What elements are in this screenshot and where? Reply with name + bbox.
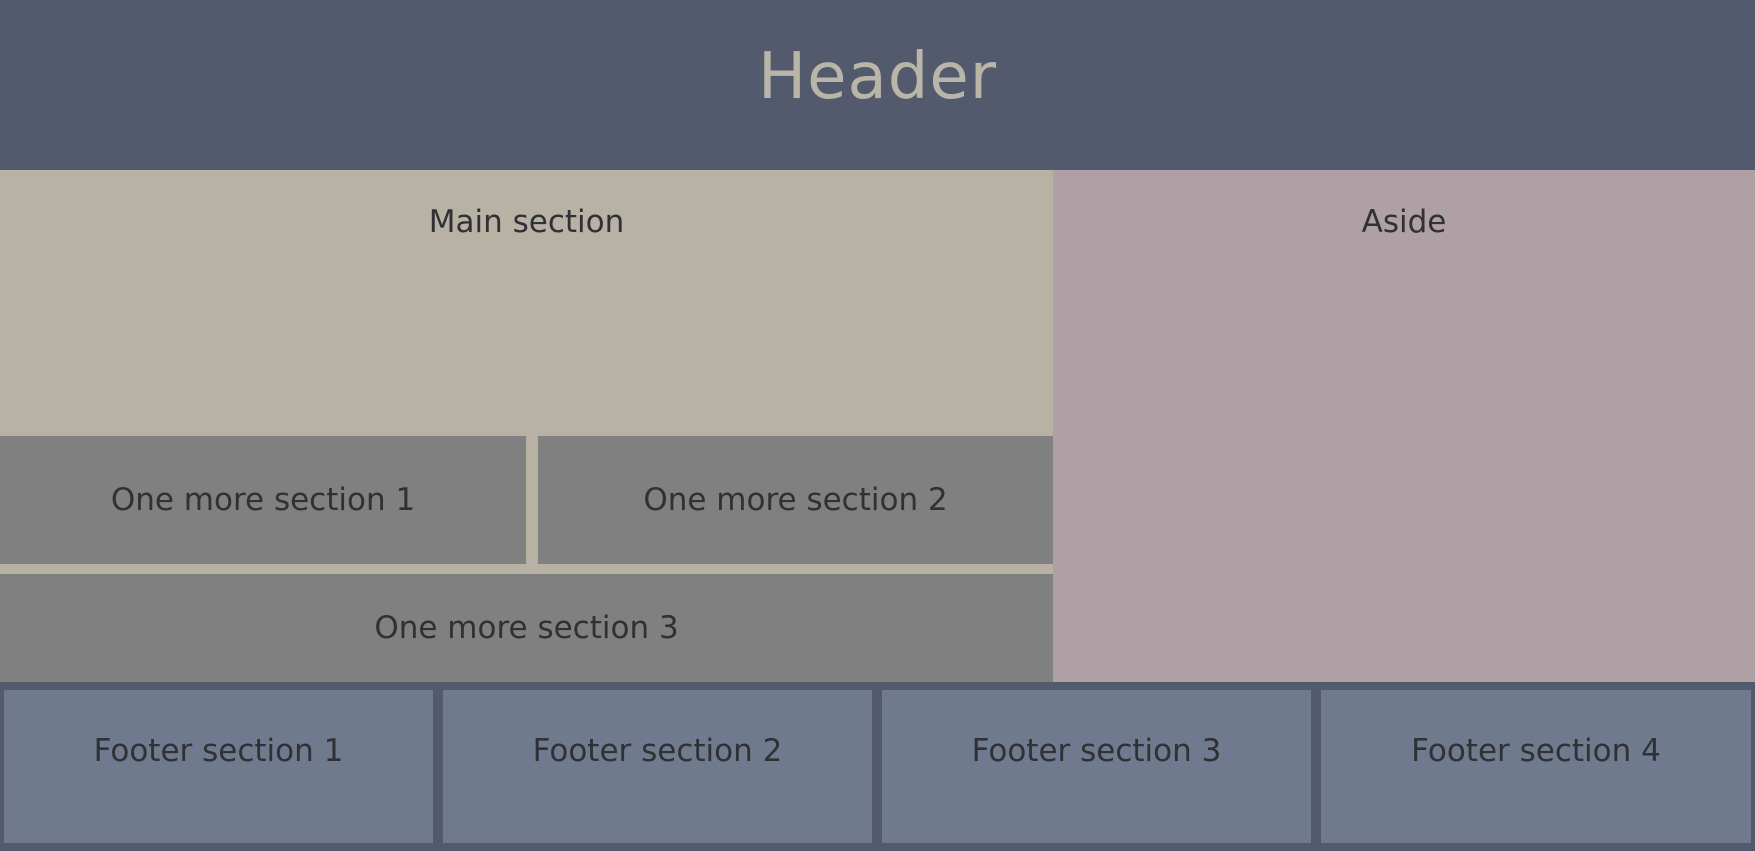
footer-section-1: Footer section 1: [4, 690, 433, 843]
one-more-section-2-label: One more section 2: [643, 482, 948, 518]
aside-title: Aside: [1361, 204, 1447, 240]
footer-section-3-label: Footer section 3: [971, 733, 1222, 769]
one-more-section-3: One more section 3: [0, 574, 1053, 682]
header-title: Header: [757, 40, 998, 114]
header: Header: [0, 0, 1755, 170]
footer-section-4: Footer section 4: [1321, 690, 1751, 843]
footer-section-2-label: Footer section 2: [532, 733, 783, 769]
aside: Aside: [1053, 170, 1755, 682]
footer-section-4-label: Footer section 4: [1411, 733, 1661, 769]
one-more-section-2: One more section 2: [538, 436, 1053, 564]
footer-section-2: Footer section 2: [443, 690, 872, 843]
one-more-section-3-label: One more section 3: [374, 610, 679, 646]
footer: Footer section 1 Footer section 2 Footer…: [0, 682, 1755, 851]
one-more-section-1: One more section 1: [0, 436, 526, 564]
one-more-section-1-label: One more section 1: [110, 482, 416, 518]
footer-section-1-label: Footer section 1: [93, 733, 344, 769]
footer-section-3: Footer section 3: [882, 690, 1311, 843]
main-section: Main section One more section 1 One more…: [0, 170, 1053, 682]
main-section-title: Main section: [428, 204, 625, 240]
